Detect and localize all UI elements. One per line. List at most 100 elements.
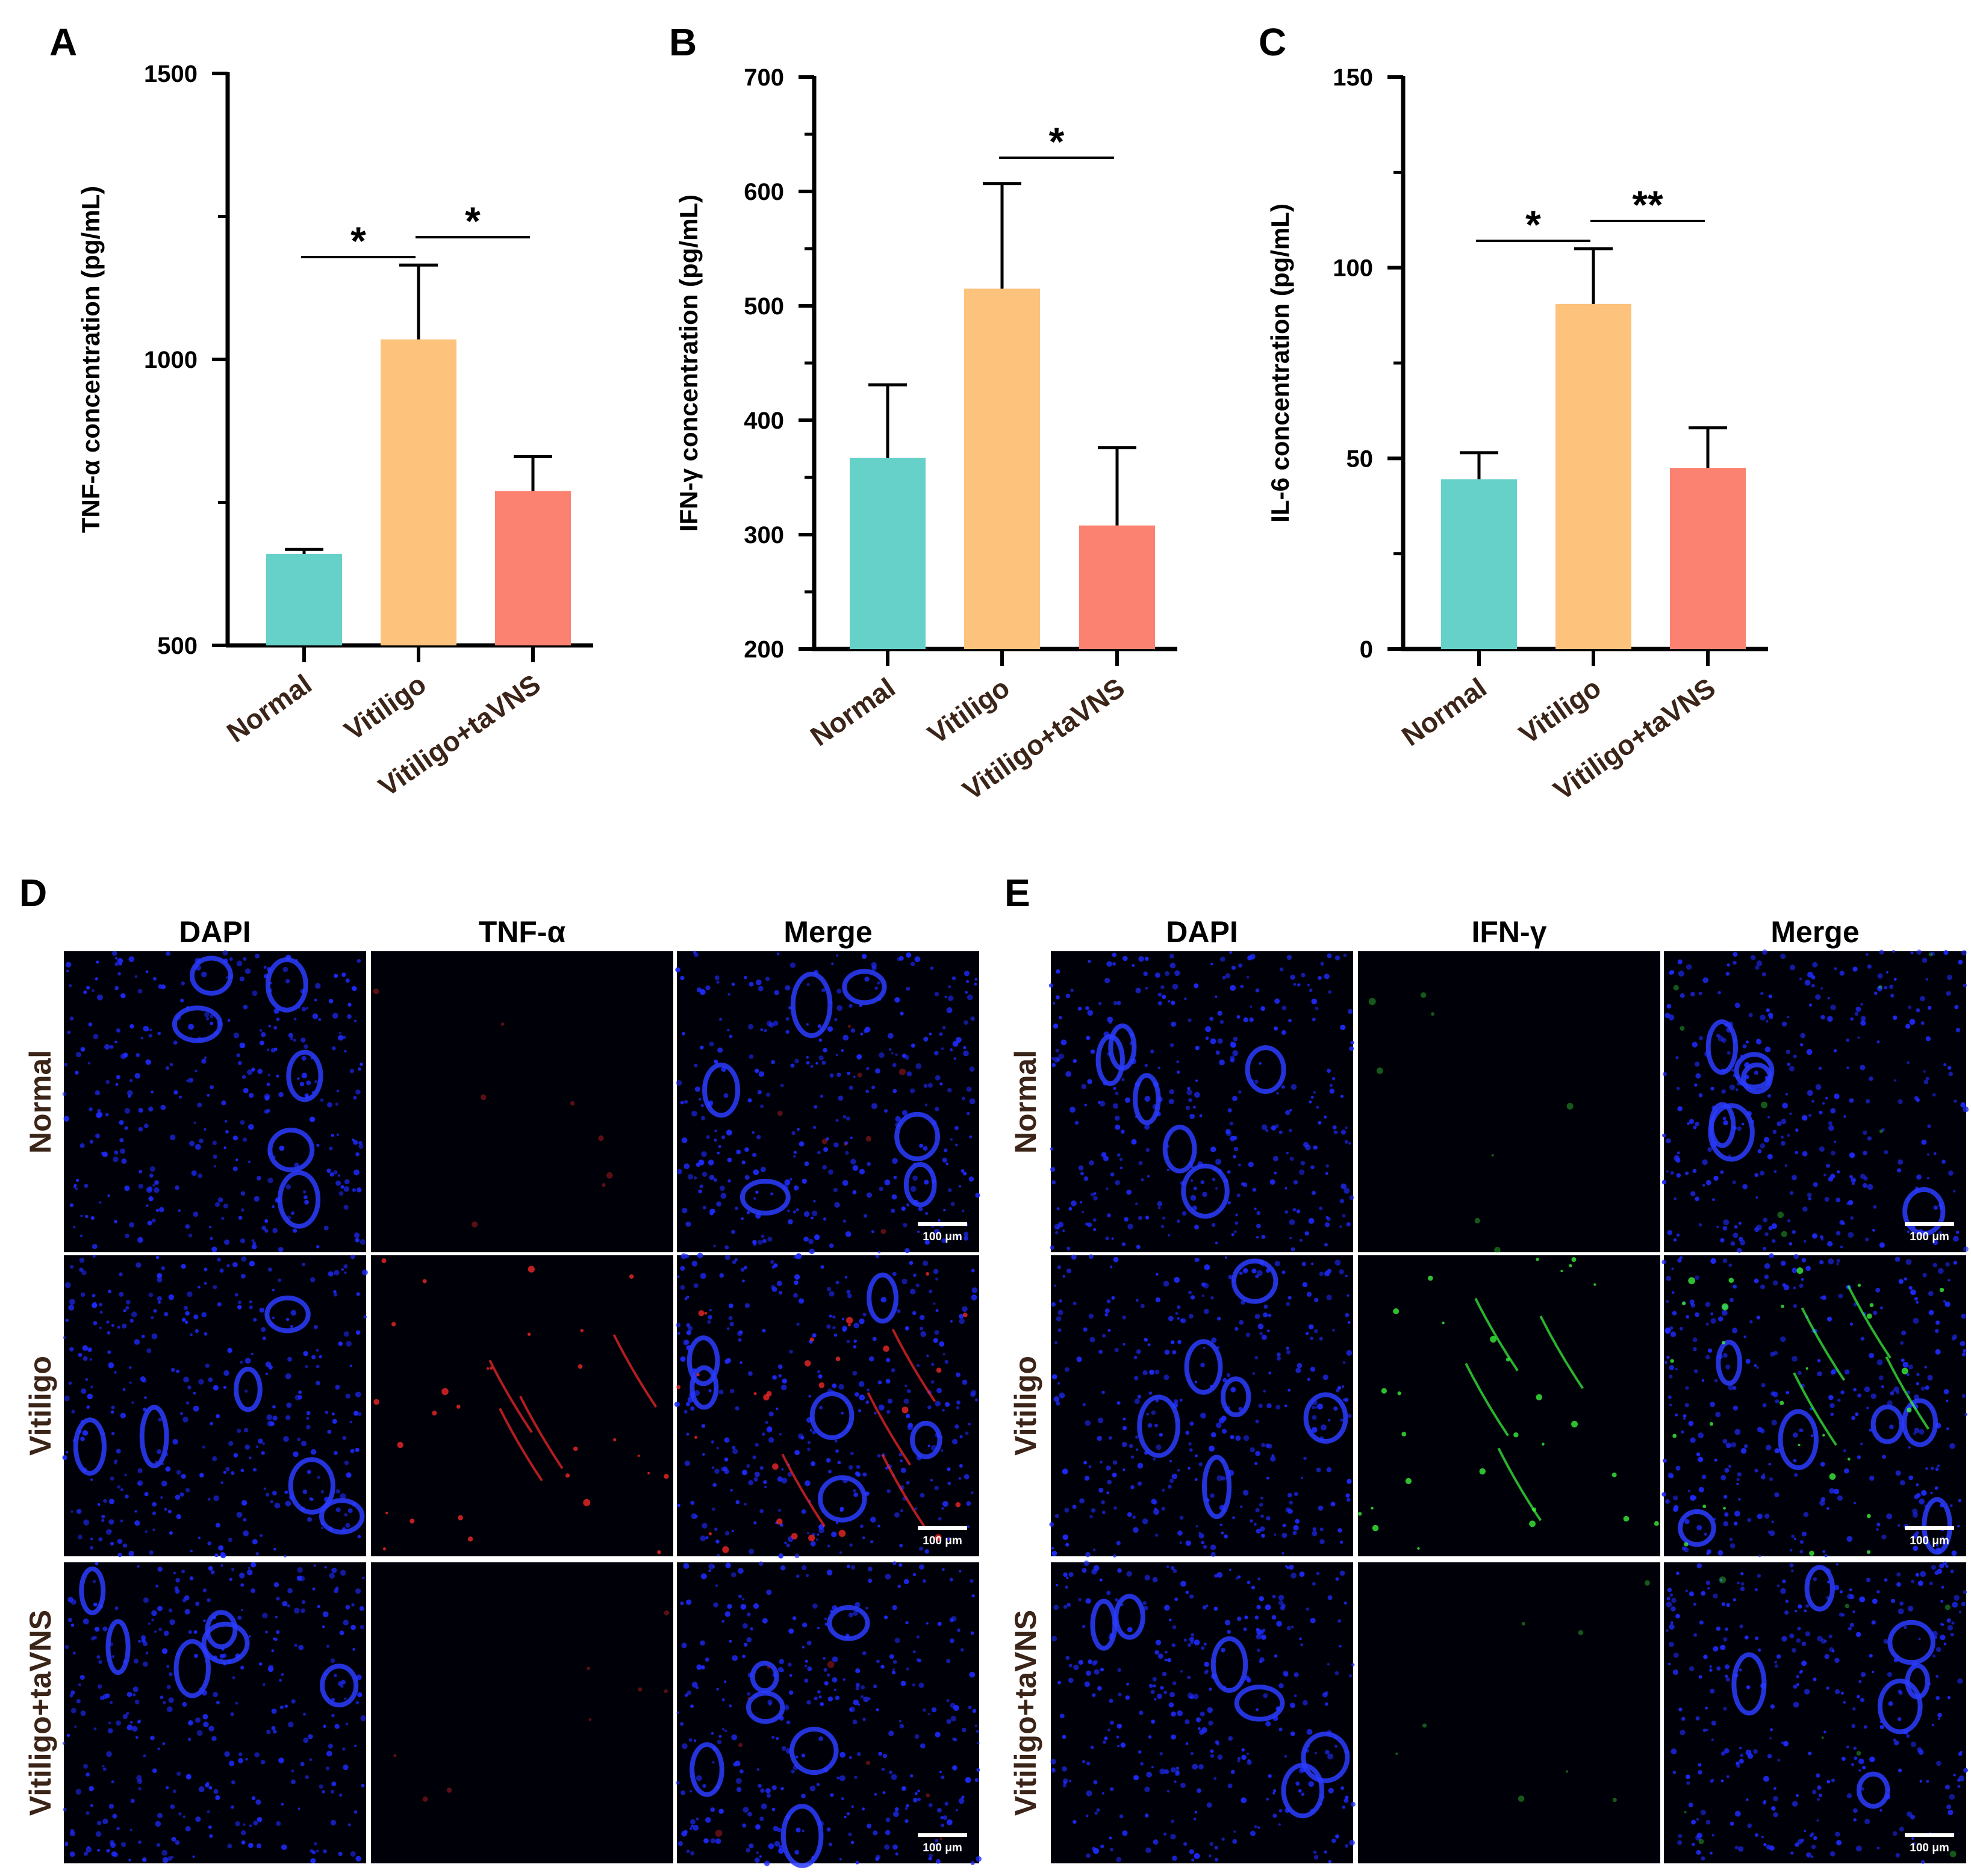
stain-spot — [422, 1279, 427, 1284]
nucleus — [251, 1352, 254, 1355]
nucleus — [1696, 1525, 1702, 1531]
nucleus — [1701, 1856, 1705, 1861]
nucleus — [954, 1125, 959, 1131]
nucleus — [1948, 1279, 1951, 1282]
nucleus — [675, 1780, 680, 1785]
nucleus — [1678, 1707, 1683, 1712]
nucleus — [1274, 1261, 1280, 1267]
nucleus — [898, 1563, 903, 1567]
nucleus — [1210, 1296, 1214, 1300]
nucleus — [911, 1043, 915, 1048]
nucleus — [832, 1315, 836, 1319]
nucleus — [777, 1509, 782, 1512]
nucleus — [858, 1381, 865, 1387]
stain-spot — [500, 1022, 505, 1027]
nucleus — [223, 1204, 229, 1209]
nucleus — [314, 983, 321, 989]
nucleus — [1115, 1598, 1119, 1602]
nucleus — [928, 1803, 933, 1807]
nucleus — [716, 980, 720, 984]
follicle — [286, 1049, 323, 1102]
stain-spot — [1521, 1621, 1525, 1626]
nucleus — [1937, 1717, 1941, 1720]
nucleus — [913, 1273, 917, 1278]
nucleus — [827, 1470, 832, 1474]
nucleus — [858, 1409, 862, 1412]
nucleus — [122, 1543, 127, 1548]
nucleus — [1728, 1464, 1732, 1468]
nucleus — [260, 1759, 266, 1765]
row-header: Vitiligo+taVNS — [1009, 1610, 1042, 1816]
nucleus — [909, 1088, 915, 1094]
nucleus — [340, 1570, 346, 1576]
nucleus — [1166, 1789, 1170, 1793]
nucleus — [967, 1525, 970, 1528]
nucleus — [1850, 1017, 1854, 1021]
nucleus — [1160, 985, 1165, 989]
nucleus — [1715, 1647, 1718, 1650]
nucleus — [143, 1597, 149, 1603]
nucleus — [116, 1827, 120, 1831]
nucleus — [293, 1039, 296, 1042]
nucleus — [794, 1058, 799, 1064]
nucleus — [1310, 1165, 1315, 1170]
nucleus — [157, 1813, 163, 1819]
nucleus — [1166, 1169, 1169, 1172]
stain-streak — [891, 1328, 936, 1402]
nucleus — [334, 1270, 340, 1276]
nucleus — [1946, 974, 1952, 980]
nucleus — [865, 1400, 870, 1404]
nucleus — [1214, 1857, 1219, 1862]
nucleus — [272, 1491, 277, 1496]
nucleus — [918, 1206, 923, 1211]
nucleus — [1881, 1385, 1884, 1388]
nucleus — [924, 1848, 928, 1851]
nucleus — [1311, 998, 1318, 1005]
nucleus — [1104, 1736, 1108, 1741]
nucleus — [759, 1466, 764, 1470]
nucleus — [201, 971, 207, 978]
nucleus — [1818, 1066, 1822, 1070]
stain-spot — [1688, 1277, 1696, 1285]
stain-spot — [738, 1742, 743, 1748]
nucleus — [794, 1254, 799, 1259]
stain-spot — [441, 1388, 449, 1396]
nucleus — [1324, 1222, 1330, 1228]
nucleus — [95, 977, 98, 981]
nucleus — [214, 1202, 220, 1207]
nucleus — [1730, 1297, 1734, 1302]
nucleus — [701, 1424, 706, 1428]
nucleus — [804, 1480, 811, 1486]
nucleus — [251, 1562, 257, 1568]
nucleus — [1811, 1844, 1816, 1850]
nucleus — [1865, 952, 1869, 957]
nucleus — [715, 1584, 718, 1587]
nucleus — [1136, 1349, 1141, 1355]
nucleus — [1083, 1176, 1089, 1181]
nucleus — [1157, 1001, 1162, 1006]
nucleus — [263, 965, 267, 969]
follicle — [1734, 1052, 1775, 1090]
nucleus — [1290, 975, 1295, 980]
nucleus — [848, 1756, 853, 1759]
nucleus — [912, 1798, 918, 1803]
nucleus — [1927, 1124, 1931, 1128]
nucleus — [1053, 1396, 1060, 1402]
nucleus — [1812, 1789, 1817, 1795]
nucleus — [1246, 976, 1250, 979]
stain-spot — [763, 1394, 770, 1401]
nucleus — [1908, 1364, 1914, 1370]
nucleus — [298, 1644, 304, 1651]
nucleus — [101, 1519, 105, 1523]
nucleus — [1674, 1505, 1679, 1511]
nucleus — [296, 1575, 302, 1581]
nucleus — [728, 1303, 733, 1308]
nucleus — [340, 1493, 346, 1500]
nucleus — [110, 1410, 114, 1414]
nucleus — [1168, 1000, 1171, 1003]
nucleus — [736, 1149, 741, 1155]
nucleus — [850, 1840, 855, 1845]
nucleus — [1322, 1692, 1328, 1698]
nucleus — [717, 1151, 720, 1155]
nucleus — [1126, 1571, 1132, 1577]
